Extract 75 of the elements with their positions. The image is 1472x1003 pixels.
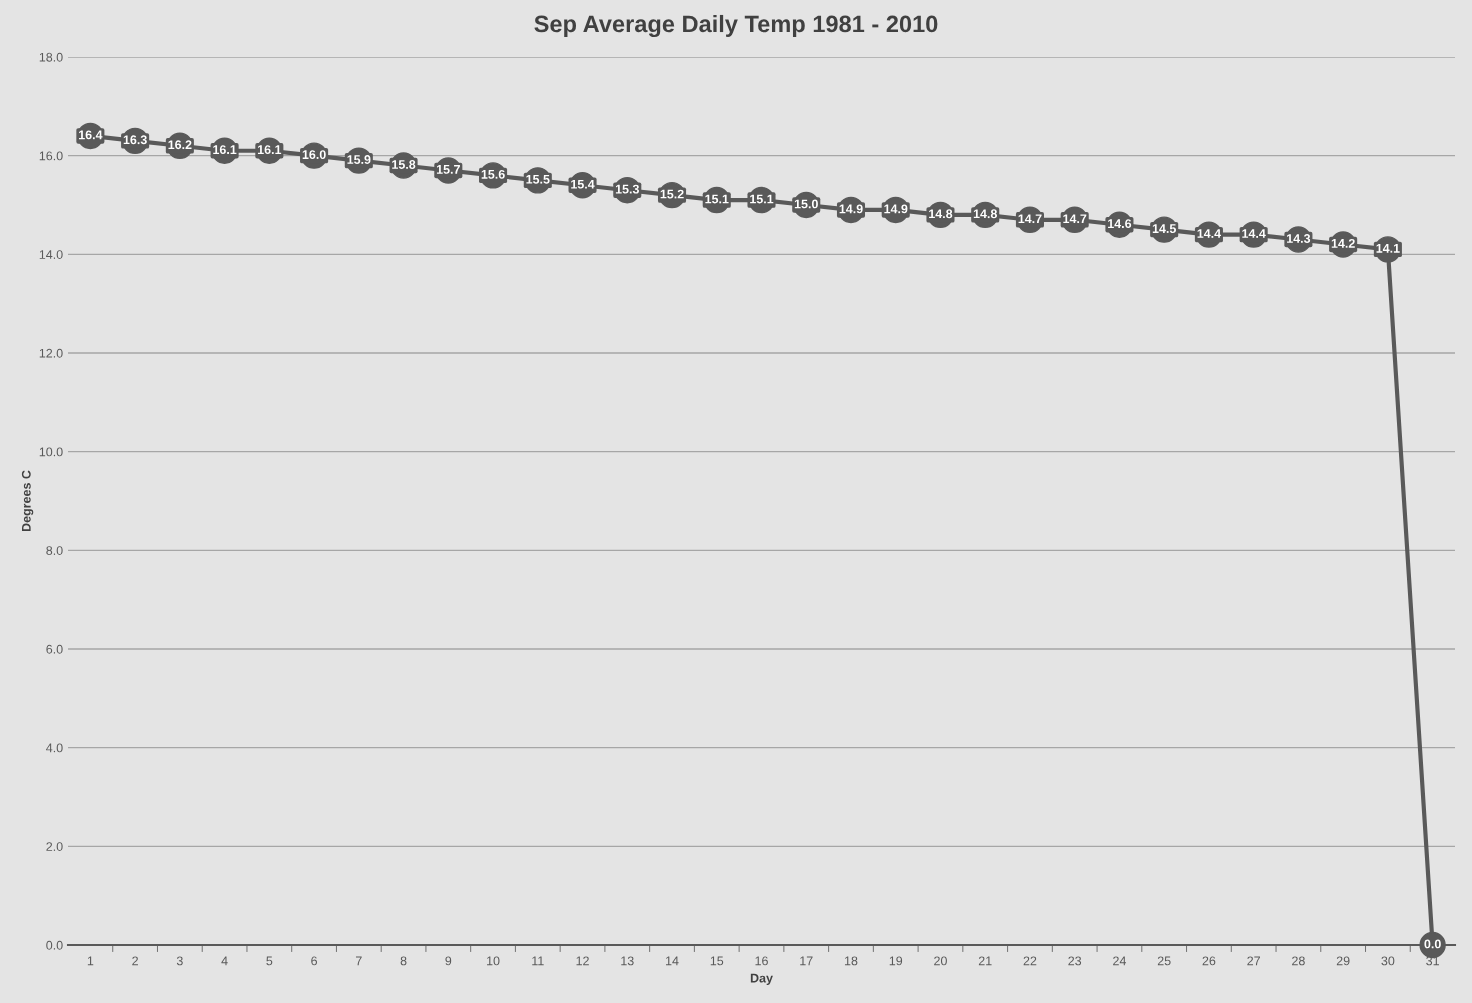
x-tick-label: 26 [1202,956,1216,966]
data-label: 14.2 [1331,238,1355,248]
y-tick-label: 18.0 [39,52,63,62]
x-tick-label: 17 [800,956,813,966]
y-tick-label: 16.0 [39,151,63,161]
x-axis-title: Day [750,973,773,985]
x-tick-label: 23 [1068,956,1082,966]
data-label: 15.5 [526,174,550,184]
x-tick-label: 2 [132,956,138,966]
x-tick-label: 12 [576,956,589,966]
x-tick-label: 27 [1247,956,1260,966]
x-tick-label: 28 [1292,956,1305,966]
x-tick-label: 4 [221,956,228,966]
data-label: 14.9 [884,204,908,214]
data-label: 14.7 [1018,214,1042,224]
y-axis-title: Degrees C [21,470,34,532]
x-tick-label: 21 [978,956,992,966]
data-label: 15.9 [347,155,371,164]
x-tick-label: 13 [621,956,634,966]
data-label: 14.8 [929,209,953,219]
data-label: 15.3 [615,184,639,194]
y-tick-label: 14.0 [39,250,63,259]
data-label: 14.4 [1242,229,1266,238]
data-label: 0.0 [1424,939,1441,949]
x-tick-label: 25 [1157,956,1171,966]
data-label: 15.6 [481,169,505,179]
data-label: 15.1 [750,194,774,204]
data-label: 14.9 [839,204,863,214]
data-label: 14.3 [1287,234,1311,243]
data-label: 15.1 [705,194,729,204]
data-label: 15.7 [436,165,460,174]
data-label: 15.8 [392,160,416,169]
data-label: 14.6 [1108,219,1132,229]
data-label: 16.0 [302,150,326,160]
data-label: 14.5 [1152,224,1176,234]
data-label: 14.7 [1063,214,1087,224]
data-label: 15.4 [571,179,595,189]
data-label: 14.8 [973,209,997,219]
x-tick-label: 31 [1426,956,1439,966]
y-tick-label: 6.0 [46,644,63,654]
x-tick-label: 8 [400,956,407,966]
x-tick-label: 9 [445,956,452,966]
x-tick-label: 10 [487,956,500,966]
x-tick-label: 14 [666,956,679,966]
x-tick-label: 5 [266,956,273,966]
chart-title: Sep Average Daily Temp 1981 - 2010 [534,14,938,38]
x-tick-label: 6 [311,956,318,966]
y-tick-label: 8.0 [46,546,63,555]
x-tick-label: 24 [1113,956,1127,966]
data-label: 16.1 [213,145,237,155]
x-tick-label: 19 [889,956,903,966]
y-tick-label: 10.0 [39,447,63,457]
data-label: 15.2 [660,189,684,199]
x-tick-label: 15 [710,956,724,966]
data-label: 15.0 [794,199,818,209]
data-label: 16.1 [257,145,282,155]
x-tick-label: 20 [934,956,947,966]
x-tick-label: 1 [87,956,94,966]
x-tick-label: 7 [355,956,362,966]
y-tick-label: 2.0 [46,842,63,851]
x-tick-label: 18 [844,956,858,966]
data-label: 14.1 [1376,244,1400,253]
x-tick-label: 11 [532,956,544,966]
data-label: 16.2 [168,140,192,150]
x-tick-label: 22 [1023,956,1037,966]
y-tick-label: 0.0 [46,940,63,950]
y-tick-label: 4.0 [46,743,63,753]
data-label: 16.3 [123,135,147,145]
data-label: 14.4 [1197,229,1222,238]
x-tick-label: 3 [176,956,183,966]
x-tick-label: 30 [1381,956,1395,966]
y-tick-label: 12.0 [39,348,63,358]
x-tick-label: 29 [1336,956,1350,966]
data-label: 16.4 [78,130,103,140]
x-tick-label: 16 [755,956,768,966]
